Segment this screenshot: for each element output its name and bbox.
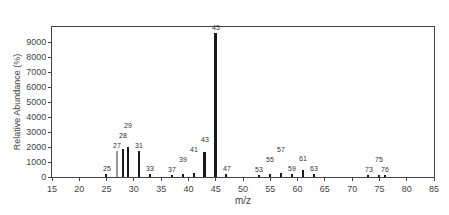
svg-text:40: 40 (183, 184, 193, 194)
svg-text:80: 80 (402, 184, 412, 194)
svg-text:85: 85 (429, 184, 439, 194)
svg-text:61: 61 (299, 155, 307, 162)
svg-text:73: 73 (365, 166, 373, 173)
svg-text:8000: 8000 (26, 52, 46, 62)
svg-text:75: 75 (375, 156, 383, 163)
svg-text:5000: 5000 (26, 97, 46, 107)
svg-text:25: 25 (102, 184, 112, 194)
svg-text:0: 0 (41, 172, 46, 182)
svg-text:47: 47 (223, 165, 231, 172)
svg-text:53: 53 (255, 166, 263, 173)
svg-text:33: 33 (146, 165, 154, 172)
svg-text:37: 37 (168, 166, 176, 173)
svg-text:3000: 3000 (26, 127, 46, 137)
svg-text:63: 63 (310, 165, 318, 172)
svg-text:9000: 9000 (26, 37, 46, 47)
svg-text:30: 30 (129, 184, 139, 194)
svg-text:1000: 1000 (26, 157, 46, 167)
svg-text:45: 45 (211, 184, 221, 194)
svg-text:39: 39 (179, 156, 187, 163)
svg-text:60: 60 (293, 184, 303, 194)
svg-text:m/z: m/z (235, 195, 251, 206)
svg-text:2000: 2000 (26, 142, 46, 152)
svg-text:4000: 4000 (26, 112, 46, 122)
svg-text:27: 27 (113, 142, 121, 149)
svg-text:35: 35 (156, 184, 166, 194)
svg-text:55: 55 (265, 184, 275, 194)
svg-text:59: 59 (288, 165, 296, 172)
svg-text:50: 50 (238, 184, 248, 194)
svg-text:45: 45 (212, 24, 220, 31)
svg-text:65: 65 (320, 184, 330, 194)
svg-text:41: 41 (190, 146, 198, 153)
svg-text:57: 57 (277, 146, 285, 153)
svg-text:70: 70 (347, 184, 357, 194)
svg-text:6000: 6000 (26, 82, 46, 92)
svg-text:28: 28 (119, 132, 127, 139)
svg-text:75: 75 (374, 184, 384, 194)
svg-text:7000: 7000 (26, 67, 46, 77)
svg-text:76: 76 (381, 166, 389, 173)
svg-text:15: 15 (47, 184, 57, 194)
svg-text:Relative Abundance (%): Relative Abundance (%) (12, 54, 22, 151)
svg-text:25: 25 (103, 165, 111, 172)
svg-text:29: 29 (124, 122, 132, 129)
svg-text:55: 55 (266, 156, 274, 163)
svg-text:20: 20 (74, 184, 84, 194)
svg-text:43: 43 (201, 136, 209, 143)
svg-text:31: 31 (135, 142, 143, 149)
